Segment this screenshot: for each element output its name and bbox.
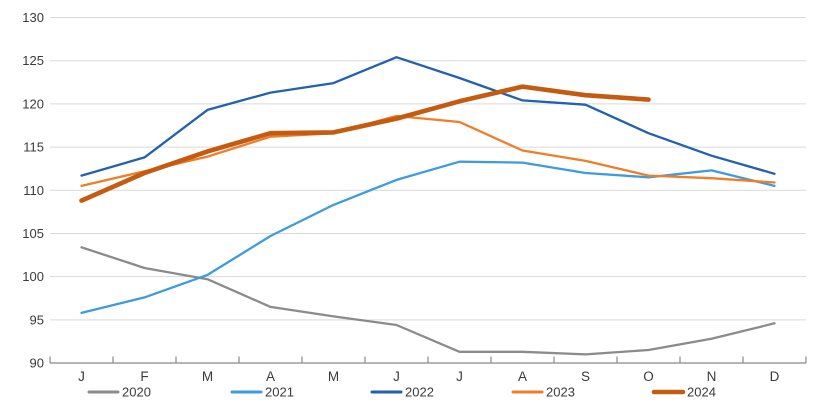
legend-label-2024: 2024 (687, 385, 716, 400)
y-axis-label: 120 (22, 96, 44, 111)
x-axis-label: J (456, 369, 463, 384)
x-axis-label: D (770, 369, 780, 384)
series-line-2020 (80, 246, 776, 356)
y-axis-label: 105 (22, 226, 44, 241)
series-line-2024 (79, 84, 651, 203)
x-axis-label: S (581, 369, 590, 384)
series-line-2022 (80, 56, 776, 177)
x-axis-label: N (707, 369, 717, 384)
x-axis-label: F (140, 369, 148, 384)
y-axis-label: 100 (22, 269, 44, 284)
x-axis-label: A (518, 369, 527, 384)
x-axis-label: J (393, 369, 400, 384)
y-axis-label: 95 (30, 312, 44, 327)
legend-label-2023: 2023 (546, 385, 575, 400)
series-line-2023 (80, 114, 776, 188)
x-axis-label: M (202, 369, 213, 384)
x-axis-label: A (266, 369, 275, 384)
legend-label-2021: 2021 (265, 385, 294, 400)
y-axis-label: 125 (22, 53, 44, 68)
legend-label-2022: 2022 (405, 385, 434, 400)
y-axis-label: 110 (23, 183, 44, 198)
y-axis-label: 115 (23, 140, 44, 155)
x-axis-label: M (328, 369, 339, 384)
legend-label-2020: 2020 (122, 385, 151, 400)
y-axis-label: 130 (22, 10, 44, 25)
x-axis-label: O (643, 369, 654, 384)
series-line-2021 (80, 160, 776, 315)
x-axis-label: J (78, 369, 85, 384)
y-axis-label: 90 (30, 356, 44, 371)
